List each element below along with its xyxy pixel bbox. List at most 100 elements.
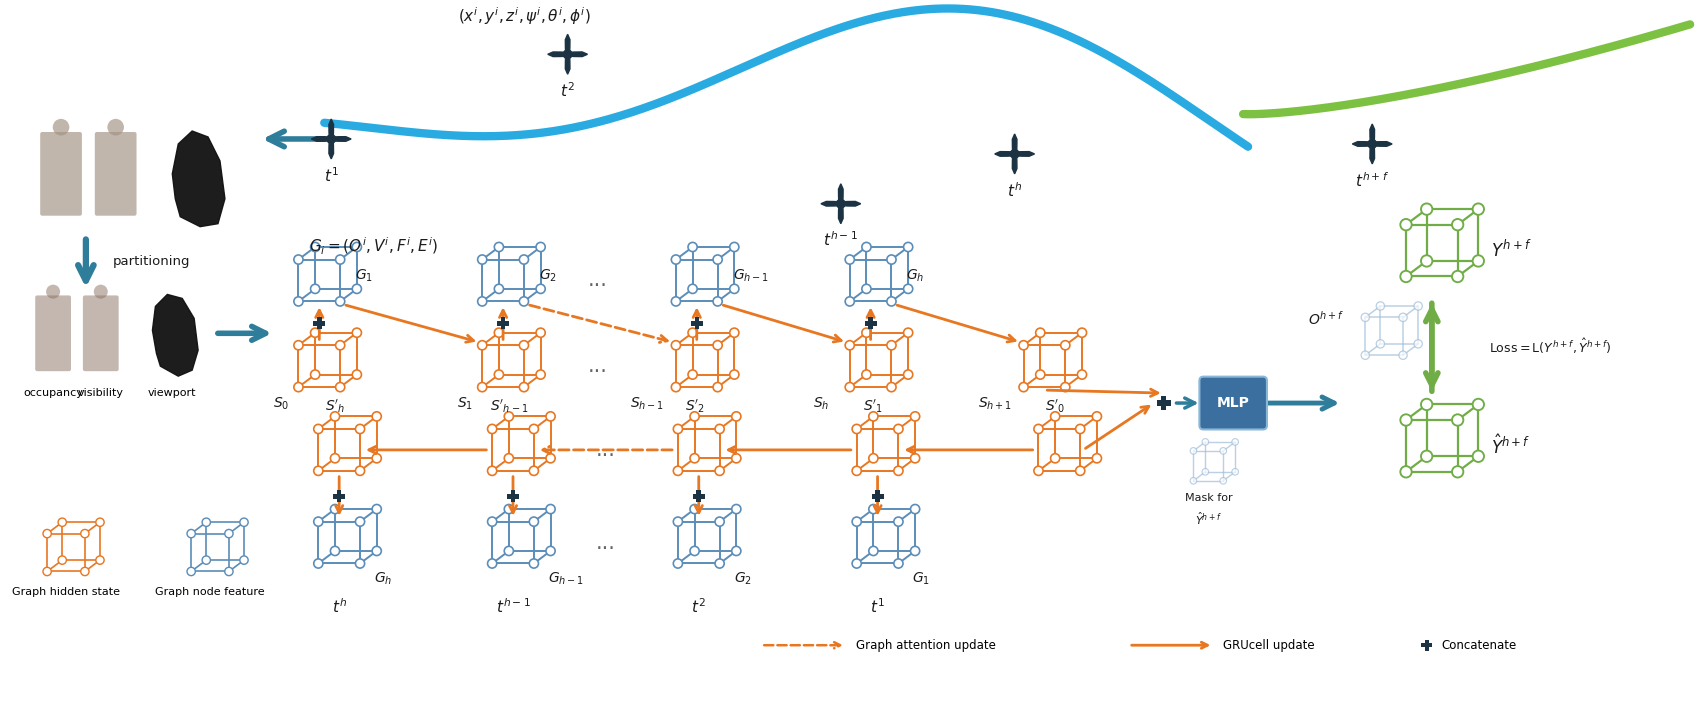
- Text: $S'_{h-1}$: $S'_{h-1}$: [489, 397, 529, 415]
- Text: $S_0$: $S_0$: [273, 396, 290, 412]
- Circle shape: [314, 466, 322, 475]
- Circle shape: [1061, 341, 1069, 350]
- Circle shape: [887, 341, 895, 350]
- Circle shape: [689, 454, 699, 463]
- Circle shape: [58, 556, 66, 564]
- Circle shape: [1231, 438, 1238, 445]
- FancyBboxPatch shape: [84, 296, 119, 371]
- Circle shape: [477, 297, 486, 306]
- Bar: [496, 321, 508, 326]
- Circle shape: [851, 466, 861, 475]
- Circle shape: [546, 454, 554, 463]
- Circle shape: [1361, 351, 1369, 359]
- Circle shape: [477, 382, 486, 392]
- Bar: [510, 490, 515, 502]
- Circle shape: [1400, 219, 1410, 230]
- Bar: [1161, 396, 1166, 410]
- Circle shape: [505, 454, 513, 463]
- Circle shape: [1033, 466, 1042, 475]
- Text: MLP: MLP: [1216, 396, 1248, 410]
- Text: GRUcell update: GRUcell update: [1222, 638, 1315, 652]
- Circle shape: [529, 559, 539, 568]
- Circle shape: [861, 370, 871, 379]
- Circle shape: [887, 297, 895, 306]
- Circle shape: [293, 297, 303, 306]
- Text: $t^1$: $t^1$: [870, 597, 885, 616]
- Circle shape: [851, 517, 861, 526]
- Circle shape: [844, 297, 854, 306]
- Circle shape: [1202, 438, 1207, 445]
- Circle shape: [1471, 255, 1483, 267]
- Circle shape: [893, 517, 902, 526]
- Circle shape: [687, 328, 697, 337]
- FancyBboxPatch shape: [41, 132, 82, 216]
- Text: $G_h$: $G_h$: [373, 571, 392, 587]
- Circle shape: [355, 424, 365, 433]
- Circle shape: [904, 284, 912, 293]
- Text: $\mathrm{Loss{=}L}(Y^{h+f}, \hat{Y}^{h+f})$: $\mathrm{Loss{=}L}(Y^{h+f}, \hat{Y}^{h+f…: [1488, 337, 1611, 356]
- Circle shape: [314, 559, 322, 568]
- Circle shape: [714, 466, 725, 475]
- Text: viewport: viewport: [148, 388, 196, 398]
- Circle shape: [893, 424, 902, 433]
- Circle shape: [689, 547, 699, 556]
- Circle shape: [351, 243, 361, 252]
- Bar: [314, 321, 326, 326]
- Circle shape: [314, 517, 322, 526]
- Circle shape: [1035, 370, 1043, 379]
- Circle shape: [488, 424, 496, 433]
- Circle shape: [1420, 399, 1432, 410]
- Circle shape: [1413, 302, 1422, 310]
- Circle shape: [1376, 339, 1384, 348]
- Circle shape: [351, 328, 361, 337]
- Circle shape: [372, 547, 382, 556]
- Circle shape: [1413, 339, 1422, 348]
- Text: $G_2$: $G_2$: [733, 571, 752, 587]
- Circle shape: [713, 341, 721, 350]
- Circle shape: [689, 411, 699, 421]
- Circle shape: [672, 255, 680, 264]
- Circle shape: [1078, 370, 1086, 379]
- Circle shape: [1033, 424, 1042, 433]
- Circle shape: [518, 341, 529, 350]
- Bar: [1156, 400, 1170, 406]
- Circle shape: [730, 243, 738, 252]
- Circle shape: [851, 424, 861, 433]
- Circle shape: [1035, 328, 1043, 337]
- Circle shape: [714, 424, 725, 433]
- Circle shape: [494, 328, 503, 337]
- Circle shape: [477, 255, 486, 264]
- FancyBboxPatch shape: [95, 132, 136, 216]
- Bar: [871, 494, 883, 498]
- Circle shape: [518, 297, 529, 306]
- Text: Mask for: Mask for: [1183, 493, 1231, 503]
- Circle shape: [240, 556, 247, 564]
- Circle shape: [910, 454, 919, 463]
- Text: $G_2$: $G_2$: [539, 267, 556, 284]
- Circle shape: [1061, 382, 1069, 392]
- Text: $(x^i, y^i, z^i, \psi^i, \theta^i, \phi^i)$: $(x^i, y^i, z^i, \psi^i, \theta^i, \phi^…: [459, 6, 592, 28]
- Circle shape: [1202, 469, 1207, 475]
- Circle shape: [1190, 477, 1195, 484]
- Circle shape: [904, 243, 912, 252]
- Circle shape: [355, 517, 365, 526]
- Text: Concatenate: Concatenate: [1441, 638, 1516, 652]
- FancyBboxPatch shape: [36, 296, 72, 371]
- Circle shape: [1420, 204, 1432, 215]
- Text: $G_i = (O^i, V^i, F^i, E^i)$: $G_i = (O^i, V^i, F^i, E^i)$: [309, 236, 438, 257]
- Circle shape: [1219, 477, 1226, 484]
- Circle shape: [1190, 448, 1195, 454]
- Circle shape: [868, 454, 878, 463]
- Circle shape: [861, 284, 871, 293]
- Circle shape: [1398, 313, 1407, 322]
- Circle shape: [1451, 219, 1463, 230]
- Circle shape: [672, 382, 680, 392]
- Circle shape: [310, 370, 319, 379]
- Circle shape: [293, 341, 303, 350]
- Circle shape: [673, 424, 682, 433]
- Circle shape: [887, 382, 895, 392]
- Circle shape: [535, 370, 546, 379]
- Text: Graph hidden state: Graph hidden state: [12, 588, 119, 597]
- Circle shape: [1400, 414, 1410, 426]
- Text: $\hat{Y}^{h+f}$: $\hat{Y}^{h+f}$: [1194, 510, 1221, 527]
